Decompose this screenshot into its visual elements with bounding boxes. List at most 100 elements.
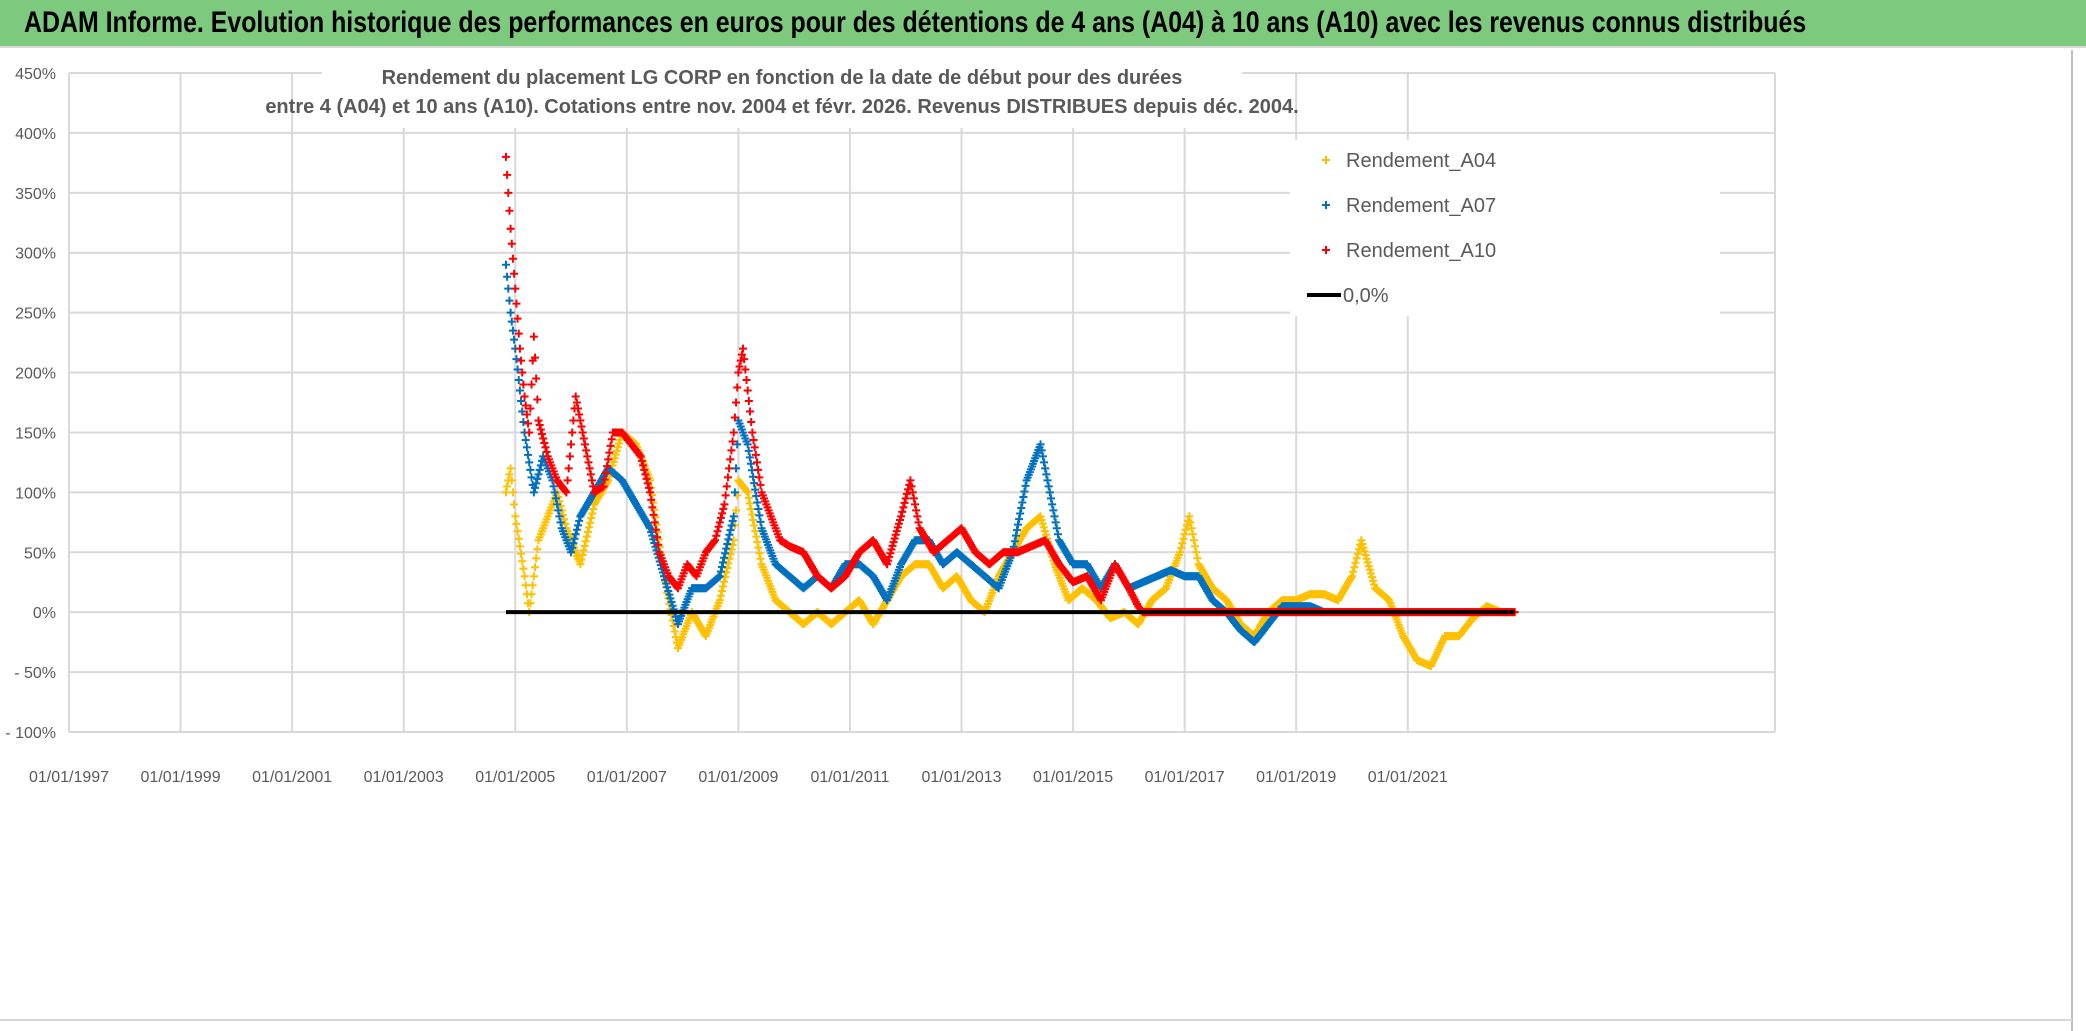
data-marker	[579, 546, 588, 555]
data-point	[520, 572, 529, 581]
data-marker	[517, 549, 526, 558]
data-point	[506, 464, 515, 473]
data-marker	[755, 549, 764, 558]
data-marker	[1188, 530, 1197, 539]
data-marker	[892, 527, 901, 536]
data-marker	[751, 527, 760, 536]
data-marker	[733, 440, 742, 449]
data-marker	[1353, 549, 1362, 558]
data-marker	[503, 170, 512, 179]
data-marker	[666, 594, 675, 603]
data-marker	[744, 446, 753, 455]
data-marker	[753, 538, 762, 547]
x-tick-label: 01/01/2007	[587, 769, 667, 786]
data-marker	[726, 455, 735, 464]
legend-label: Rendement_A04	[1346, 150, 1496, 172]
data-marker	[515, 386, 524, 395]
data-marker	[1052, 524, 1061, 533]
data-point	[743, 488, 752, 497]
data-marker	[744, 397, 753, 406]
data-marker	[605, 448, 614, 457]
data-marker	[1015, 515, 1024, 524]
data-marker	[505, 206, 514, 215]
data-point	[906, 476, 915, 485]
data-marker	[1039, 523, 1048, 532]
data-marker	[581, 537, 590, 546]
data-marker	[565, 452, 574, 461]
data-marker	[613, 443, 622, 452]
data-marker	[569, 539, 578, 548]
data-marker	[912, 506, 921, 515]
data-marker	[718, 509, 727, 518]
data-point	[506, 224, 515, 233]
data-marker	[616, 435, 625, 444]
data-marker	[886, 549, 895, 558]
data-point	[525, 428, 534, 437]
data-marker	[717, 563, 726, 572]
data-marker	[533, 474, 542, 483]
data-marker	[722, 482, 731, 491]
data-marker	[726, 526, 735, 535]
data-marker	[526, 404, 535, 413]
data-marker	[504, 188, 513, 197]
data-marker	[913, 512, 922, 521]
data-point	[711, 536, 720, 545]
data-marker	[664, 586, 673, 595]
data-marker	[537, 429, 546, 438]
data-marker	[532, 554, 541, 563]
data-marker	[1365, 565, 1374, 574]
data-marker	[582, 532, 591, 541]
data-marker	[723, 473, 732, 482]
data-marker	[570, 534, 579, 543]
data-marker	[542, 447, 551, 456]
data-marker	[527, 590, 536, 599]
data-marker	[911, 500, 920, 509]
data-marker	[519, 417, 528, 426]
data-marker	[525, 458, 534, 467]
data-marker	[754, 465, 763, 474]
data-marker	[722, 544, 731, 553]
data-marker	[650, 518, 659, 527]
data-marker	[521, 401, 530, 410]
data-marker	[647, 527, 656, 536]
data-point	[520, 392, 529, 401]
data-marker	[720, 553, 729, 562]
data-point	[501, 152, 510, 161]
data-marker	[649, 510, 658, 519]
data-marker	[603, 462, 612, 471]
data-marker	[536, 425, 545, 434]
data-marker	[567, 440, 576, 449]
data-point	[580, 440, 589, 449]
data-marker	[526, 465, 535, 474]
x-tick-label: 01/01/2021	[1368, 769, 1448, 786]
data-marker	[539, 434, 548, 443]
data-marker	[575, 516, 584, 525]
data-marker	[517, 356, 526, 365]
x-tick-label: 01/01/1999	[141, 769, 221, 786]
y-axis-labels: 450% 400% 350% 300% 250% 200% 150% 100% 50% 0% - 5…	[5, 66, 56, 742]
data-point	[562, 488, 571, 497]
data-marker	[723, 539, 732, 548]
data-marker	[1179, 534, 1188, 543]
data-marker	[752, 458, 761, 467]
data-marker	[1040, 458, 1049, 467]
data-marker	[1366, 569, 1375, 578]
data-marker	[519, 380, 528, 389]
data-marker	[527, 380, 536, 389]
data-marker	[746, 459, 755, 468]
data-marker	[518, 407, 527, 416]
data-point	[501, 488, 510, 497]
data-marker	[894, 519, 903, 528]
data-marker	[1012, 526, 1021, 535]
data-marker	[647, 495, 656, 504]
data-marker	[743, 386, 752, 395]
data-marker	[713, 527, 722, 536]
data-marker	[891, 530, 900, 539]
data-marker	[504, 284, 513, 293]
data-marker	[577, 555, 586, 564]
data-marker	[574, 521, 583, 530]
data-marker	[528, 581, 537, 590]
data-marker	[1044, 482, 1053, 491]
data-marker	[1181, 525, 1190, 534]
data-marker	[712, 531, 721, 540]
